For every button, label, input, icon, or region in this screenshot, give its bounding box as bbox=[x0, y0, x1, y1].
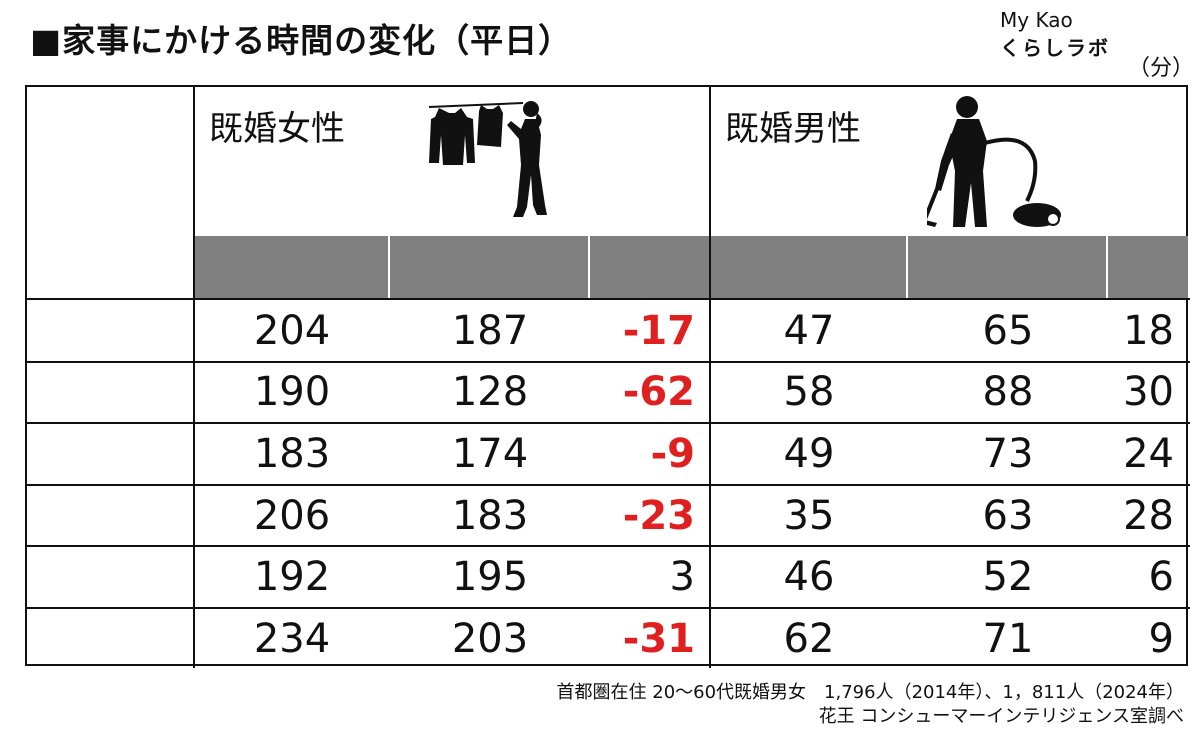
woman-hanging-laundry-icon bbox=[428, 101, 547, 217]
brand-logo: My Kao くらしラボ bbox=[1000, 6, 1130, 62]
column-header bbox=[193, 236, 389, 298]
row-label bbox=[27, 485, 193, 547]
value-cell: 206 bbox=[253, 492, 331, 539]
row-label bbox=[27, 362, 193, 424]
value-cell-diff: -17 bbox=[622, 307, 695, 354]
header-separator bbox=[388, 236, 390, 298]
value-cell: 190 bbox=[253, 369, 331, 416]
column-header bbox=[589, 236, 709, 298]
value-cell: 195 bbox=[451, 554, 529, 601]
footnote-sample: 首都圏在住 20～60代既婚男女 1,796人（2014年）、1，811人（20… bbox=[556, 682, 1184, 703]
group-label-male: 既婚男性 bbox=[725, 109, 861, 149]
value-cell: 65 bbox=[982, 307, 1034, 354]
grid-line bbox=[27, 607, 1190, 609]
value-cell: 71 bbox=[982, 615, 1034, 662]
column-header bbox=[1107, 236, 1188, 298]
value-cell-diff: -9 bbox=[650, 430, 695, 477]
footnote-source: 花王 コンシューマーインテリジェンス室調べ bbox=[818, 706, 1184, 727]
value-cell-diff: 3 bbox=[669, 554, 695, 601]
value-cell-diff: 24 bbox=[1123, 430, 1174, 477]
column-header bbox=[907, 236, 1107, 298]
value-cell: 183 bbox=[253, 430, 331, 477]
value-cell-diff: 30 bbox=[1123, 369, 1174, 416]
value-cell-diff: 18 bbox=[1123, 307, 1174, 354]
value-cell-diff: -62 bbox=[622, 369, 695, 416]
grid-line bbox=[27, 422, 1190, 425]
unit-label: （分） bbox=[1128, 56, 1195, 81]
value-cell: 204 bbox=[253, 307, 331, 354]
brand-name: My Kao bbox=[1000, 8, 1073, 32]
value-cell: 63 bbox=[982, 492, 1034, 539]
value-cell: 234 bbox=[253, 615, 331, 662]
grid-line bbox=[709, 87, 711, 668]
row-label bbox=[27, 546, 193, 608]
value-cell: 187 bbox=[451, 307, 529, 354]
value-cell: 192 bbox=[253, 554, 331, 601]
value-cell: 49 bbox=[783, 430, 835, 477]
group-label-female: 既婚女性 bbox=[209, 109, 345, 149]
row-label bbox=[27, 300, 193, 362]
column-header bbox=[711, 236, 907, 298]
value-cell: 52 bbox=[982, 554, 1034, 601]
value-cell: 62 bbox=[783, 615, 835, 662]
grid-line bbox=[27, 483, 1190, 486]
value-cell: 183 bbox=[451, 492, 529, 539]
value-cell: 58 bbox=[783, 369, 835, 416]
value-cell-diff: 9 bbox=[1148, 615, 1174, 662]
man-vacuuming-icon bbox=[927, 96, 1061, 227]
value-cell-diff: -23 bbox=[622, 492, 695, 539]
header-separator bbox=[1106, 236, 1108, 298]
value-cell: 203 bbox=[451, 615, 529, 662]
value-cell-diff: -31 bbox=[622, 615, 695, 662]
value-cell: 88 bbox=[982, 369, 1034, 416]
header-separator bbox=[588, 236, 590, 298]
brand-subname: くらしラボ bbox=[1000, 36, 1110, 60]
row-label bbox=[27, 423, 193, 485]
value-cell-diff: 6 bbox=[1148, 554, 1174, 601]
grid-line bbox=[27, 360, 1190, 363]
grid-line bbox=[27, 545, 1190, 548]
value-cell: 46 bbox=[783, 554, 835, 601]
grid-line bbox=[27, 298, 1190, 300]
grid-line bbox=[193, 87, 195, 668]
value-cell: 128 bbox=[451, 369, 529, 416]
page-title: ■家事にかける時間の変化（平日） bbox=[30, 21, 573, 60]
header-separator bbox=[906, 236, 908, 298]
data-table: 既婚女性 既婚男性 204 187 -17 47 65 18 190 128 -62 58 88 30… bbox=[25, 85, 1190, 668]
value-cell: 174 bbox=[451, 430, 529, 477]
value-cell: 35 bbox=[783, 492, 835, 539]
value-cell-diff: 28 bbox=[1123, 492, 1174, 539]
value-cell: 73 bbox=[982, 430, 1034, 477]
column-header-band bbox=[195, 236, 1188, 298]
row-label bbox=[27, 608, 193, 670]
column-header bbox=[389, 236, 589, 298]
value-cell: 47 bbox=[783, 307, 835, 354]
